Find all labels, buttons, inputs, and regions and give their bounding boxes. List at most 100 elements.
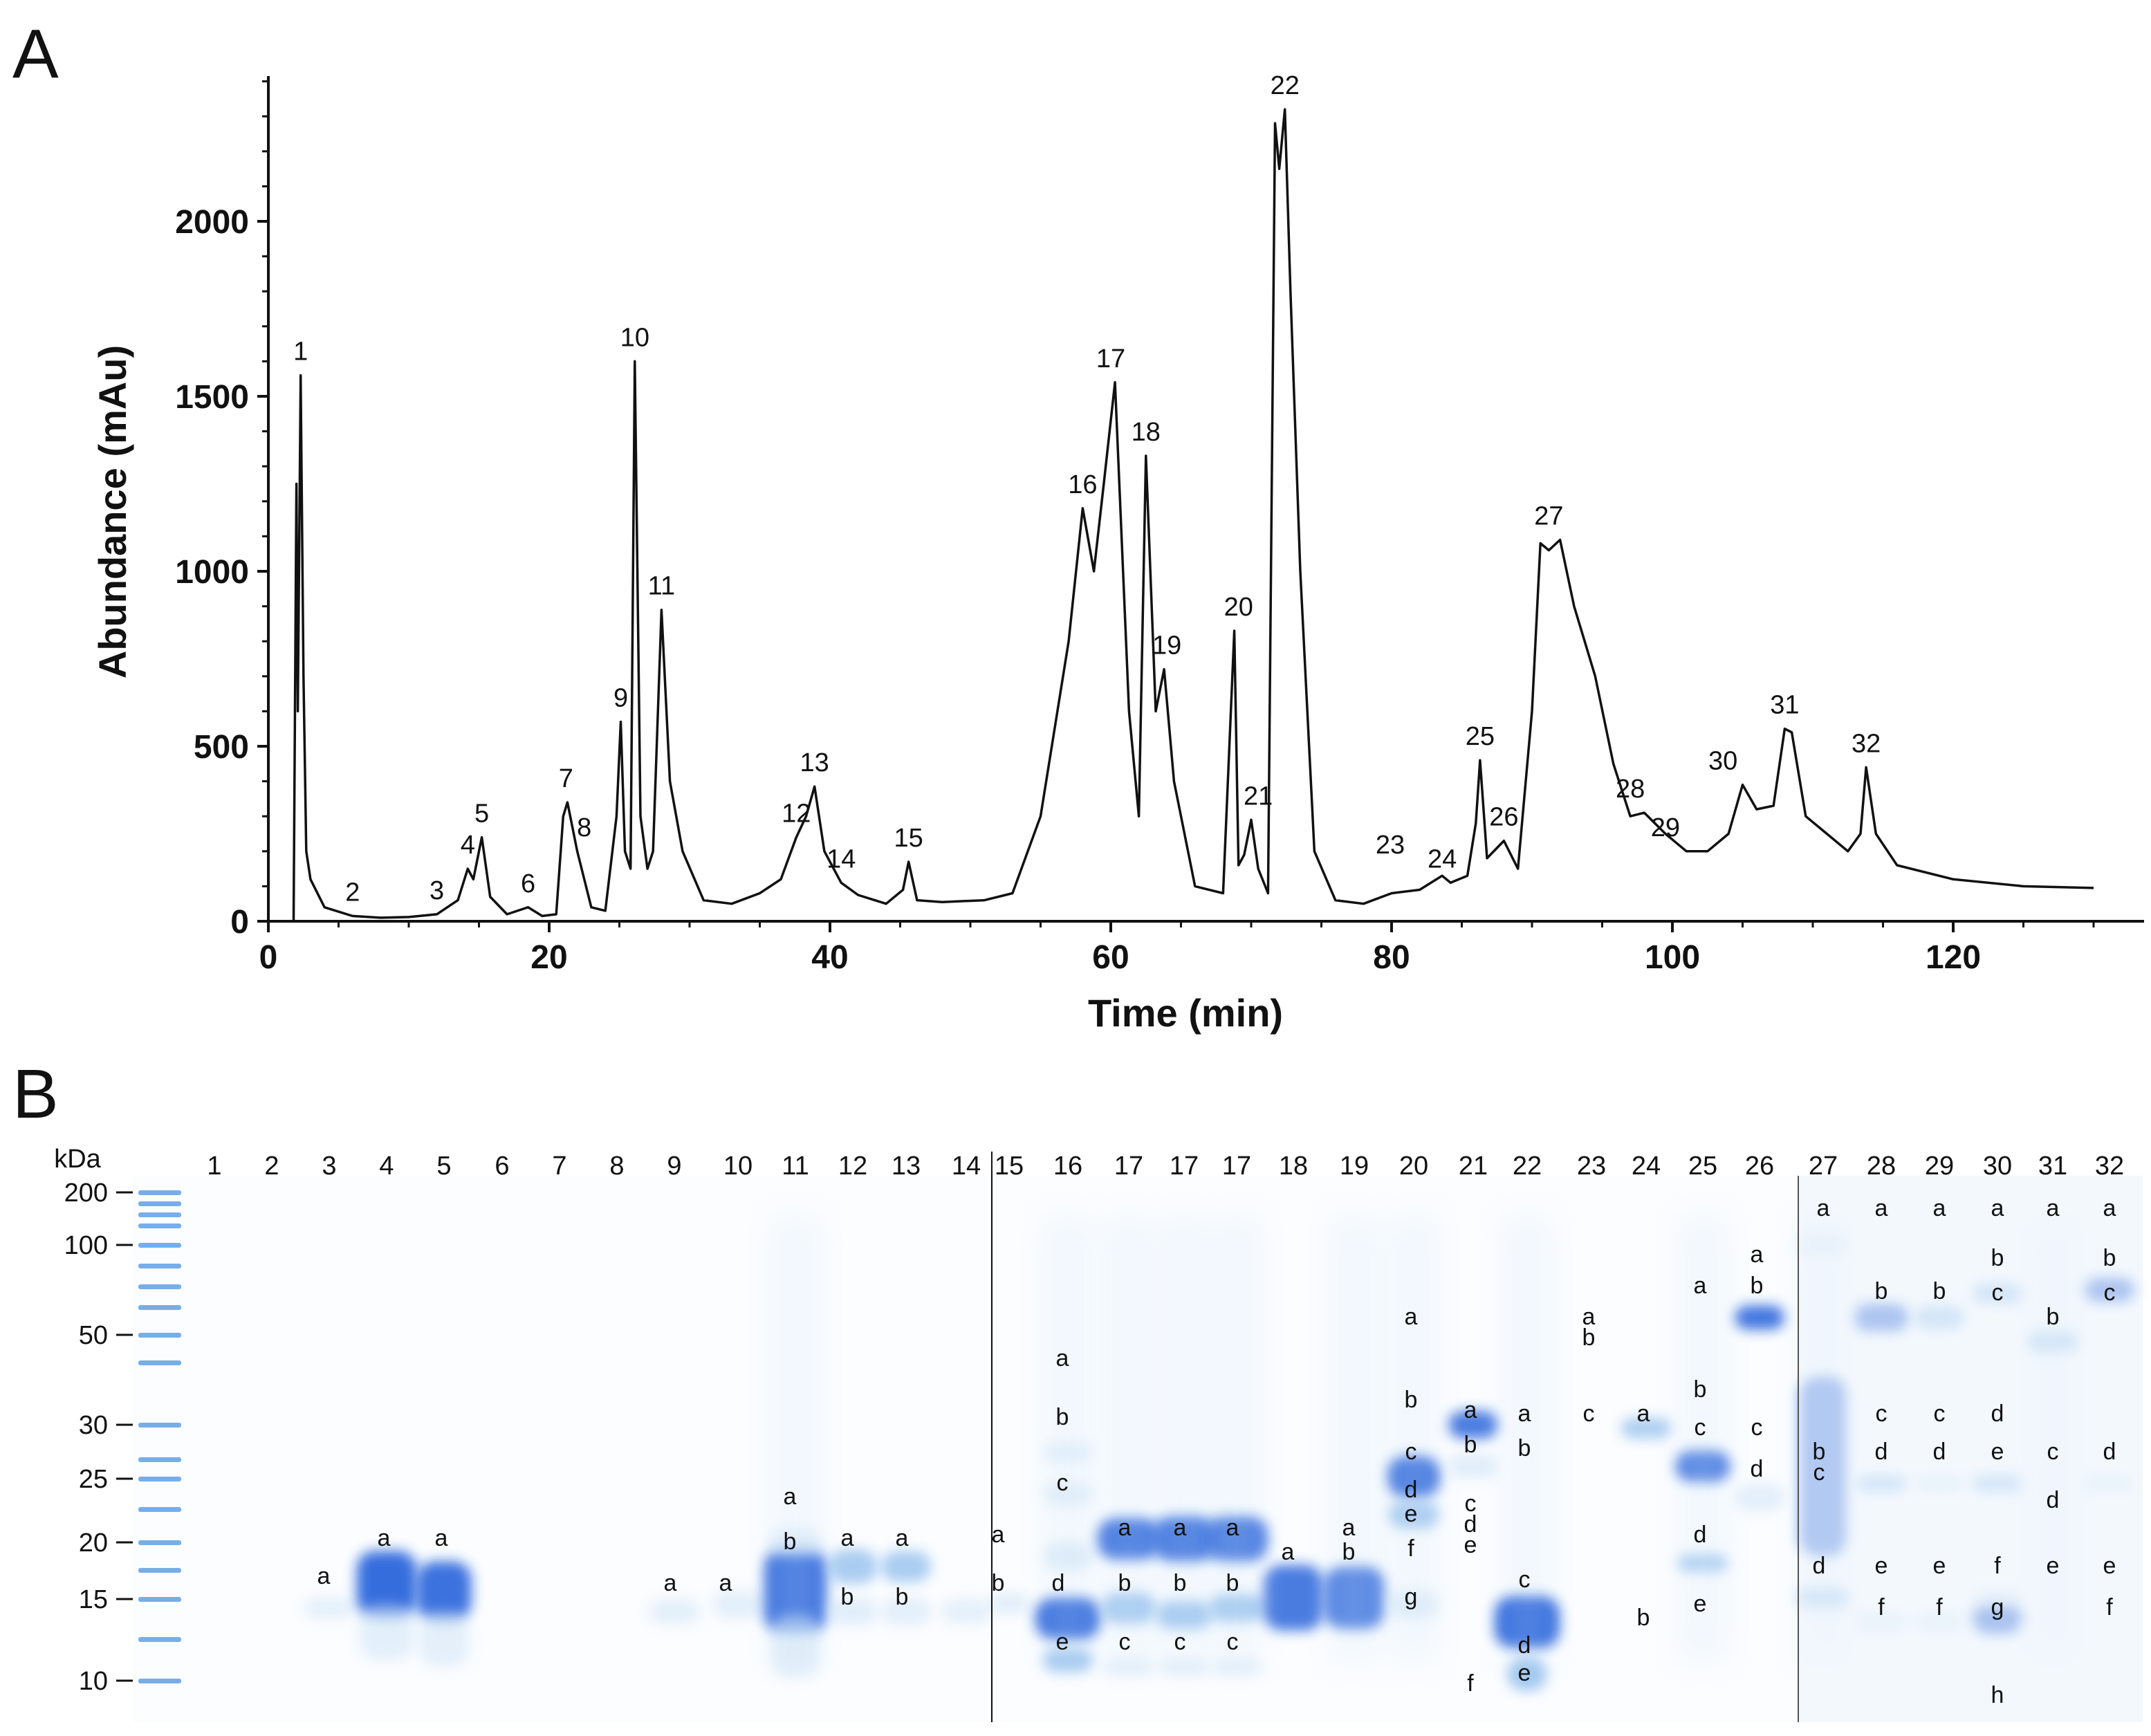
band-letter: b <box>1991 1245 2004 1271</box>
band-letter: e <box>1405 1501 1418 1527</box>
lane-label: 30 <box>1983 1152 2012 1181</box>
gel-band <box>1212 1658 1262 1676</box>
lane-label: 26 <box>1745 1152 1774 1181</box>
peak-label: 29 <box>1651 813 1680 842</box>
lane-smear <box>1390 1217 1437 1660</box>
band-letter: f <box>2106 1594 2113 1620</box>
band-letter: e <box>2047 1553 2060 1579</box>
lane-label: 8 <box>609 1152 624 1181</box>
ladder-band <box>138 1190 181 1195</box>
band-letter: f <box>1878 1594 1885 1620</box>
lane-label: 32 <box>2095 1152 2124 1181</box>
peak-label: 13 <box>800 748 829 777</box>
marker-ladder: 200 100 50 30 25 20 15 10 <box>64 1179 181 1696</box>
gel-band <box>828 1549 878 1584</box>
band-letter: b <box>992 1570 1005 1596</box>
ladder-band <box>138 1243 181 1248</box>
gel-band <box>881 1598 931 1625</box>
band-letters: aa aa aab ababababcdeabcabcabcaababcdefgabc… <box>317 1195 2116 1708</box>
lane-label: 28 <box>1867 1152 1896 1181</box>
band-letter: b <box>1933 1278 1946 1304</box>
band-letter: b <box>1751 1273 1764 1299</box>
ladder-band <box>138 1679 181 1683</box>
y-tick-label: 1000 <box>175 554 249 591</box>
band-letter: d <box>1933 1439 1946 1465</box>
peak-label: 12 <box>782 800 811 829</box>
band-letter: a <box>1405 1304 1418 1330</box>
gel-band <box>416 1561 472 1620</box>
band-letter: d <box>1751 1456 1764 1482</box>
ladder-band <box>138 1477 181 1481</box>
lane-label: 2 <box>264 1152 279 1181</box>
lane-label: 4 <box>379 1152 394 1181</box>
lane-label: 3 <box>322 1152 336 1181</box>
peak-label: 5 <box>474 800 489 829</box>
peak-label: 18 <box>1132 418 1161 447</box>
lane-label: 13 <box>892 1152 921 1181</box>
peak-label: 7 <box>559 764 573 793</box>
gel-band <box>881 1551 931 1582</box>
band-letter: b <box>784 1529 797 1555</box>
gel-band <box>1621 1418 1671 1439</box>
lane-smear <box>1679 1217 1726 1660</box>
lane-labels: 1 2 3 4 5 6 7 8 9 10 11 12 13 14 15 16 17 17 17 18 19 20 21 22 2… <box>207 1152 2124 1181</box>
band-letter: b <box>1226 1570 1239 1596</box>
marker-size-label: 15 <box>79 1585 108 1614</box>
band-letter: b <box>2047 1304 2060 1330</box>
ladder-band <box>138 1423 181 1428</box>
band-letter: e <box>1991 1439 2004 1465</box>
y-tick-label: 2000 <box>175 204 249 241</box>
band-letter: a <box>2047 1195 2060 1221</box>
peak-label: 19 <box>1152 631 1181 661</box>
band-letter: d <box>1518 1632 1531 1659</box>
band-letter: f <box>1994 1553 2001 1579</box>
band-letter: b <box>1056 1404 1069 1430</box>
lane-label: 23 <box>1577 1152 1606 1181</box>
gel-band <box>713 1591 763 1618</box>
band-letter: h <box>1991 1682 2004 1708</box>
band-letter: a <box>1518 1401 1531 1427</box>
lane-label: 15 <box>995 1152 1024 1181</box>
peak-label: 27 <box>1534 501 1563 530</box>
band-letter: c <box>1519 1567 1531 1593</box>
ladder-band <box>138 1360 181 1365</box>
gel-band <box>1159 1658 1209 1676</box>
x-tick-label: 60 <box>1092 939 1129 976</box>
x-tick-label: 80 <box>1373 939 1410 976</box>
gel-band <box>419 1612 469 1667</box>
band-letter: a <box>784 1484 797 1510</box>
ladder-band <box>138 1637 181 1642</box>
marker-size-label: 25 <box>79 1465 108 1494</box>
x-tick-label: 40 <box>811 939 848 976</box>
band-letter: e <box>1875 1553 1888 1579</box>
peak-label: 28 <box>1616 775 1645 804</box>
peak-label: 16 <box>1068 470 1097 499</box>
band-letter: a <box>1056 1345 1069 1372</box>
band-letter: f <box>1467 1670 1474 1697</box>
band-letter: d <box>2047 1487 2060 1513</box>
peak-label: 31 <box>1770 691 1799 720</box>
lane-smear <box>1161 1217 1208 1660</box>
band-letter: e <box>1518 1660 1531 1686</box>
band-letter: e <box>1694 1591 1707 1617</box>
ladder-band <box>138 1284 181 1289</box>
band-letter: a <box>2103 1195 2116 1221</box>
band-letter: a <box>1875 1195 1888 1221</box>
lane-label: 7 <box>552 1152 566 1181</box>
band-letter: a <box>1118 1515 1132 1541</box>
marker-size-label: 20 <box>79 1529 108 1558</box>
band-letter: f <box>1407 1535 1414 1562</box>
band-letter: c <box>1174 1629 1186 1655</box>
band-letter: a <box>992 1522 1005 1548</box>
y-tick-label: 1500 <box>175 379 249 416</box>
lane-smear <box>1044 1217 1091 1660</box>
ladder-band <box>138 1568 181 1573</box>
peak-label: 30 <box>1708 747 1737 776</box>
band-letter: c <box>1992 1280 2004 1306</box>
band-letter: a <box>1174 1515 1187 1541</box>
lane-label: 5 <box>436 1152 451 1181</box>
band-letter: a <box>317 1563 331 1589</box>
band-letter: b <box>1464 1432 1477 1458</box>
